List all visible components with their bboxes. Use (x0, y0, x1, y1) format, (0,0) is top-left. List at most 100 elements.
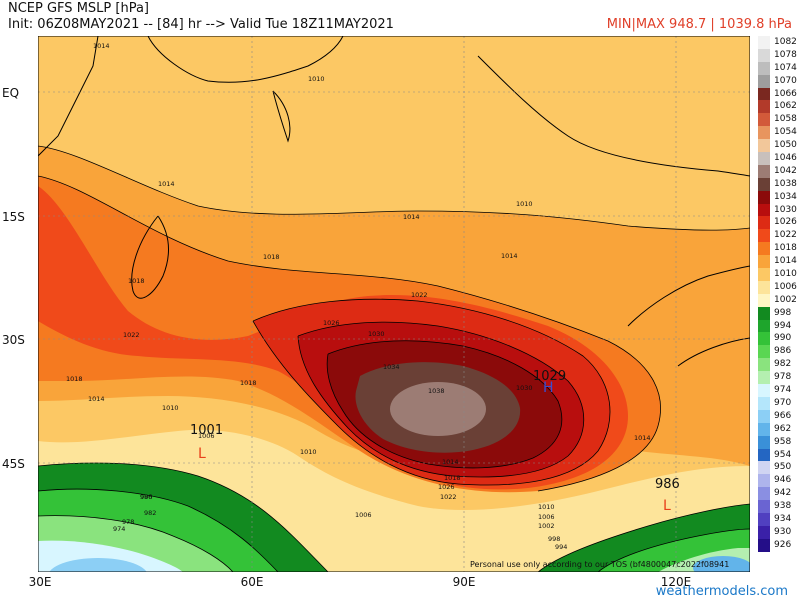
pressure-centers: 1029 H 1001 L 986 L (190, 369, 680, 514)
isobar-label: 1010 (300, 448, 317, 456)
legend-swatch (758, 487, 770, 501)
legend-row: 1066 (758, 87, 800, 101)
legend-swatch (758, 525, 770, 539)
legend-swatch (758, 74, 770, 88)
isobar-label: 1018 (263, 253, 280, 261)
legend-swatch (758, 409, 770, 423)
high-letter: H (543, 380, 554, 396)
low2-value: 986 (655, 477, 680, 492)
lat-label-15s: 15S (2, 210, 25, 224)
legend-label: 1046 (774, 153, 797, 164)
legend-label: 982 (774, 359, 792, 370)
legend-label: 1082 (774, 37, 797, 47)
legend-swatch (758, 306, 770, 320)
legend-row: 998 (758, 306, 800, 320)
legend-swatch (758, 87, 770, 101)
isobar-label: 1018 (240, 379, 257, 387)
isobar-label-set: 1014 1010 1014 1010 1014 1018 1014 1018 … (66, 42, 651, 551)
legend-label: 1062 (774, 101, 797, 112)
legend-swatch (758, 216, 770, 230)
lon-label-120e: 120E (660, 575, 692, 589)
isobar-label: 1014 (501, 252, 518, 260)
legend-row: 1078 (758, 48, 800, 62)
disclaimer: Personal use only according to our TOS (… (470, 560, 729, 569)
legend-label: 1010 (774, 269, 797, 280)
legend-row: 1046 (758, 152, 800, 165)
chart-title: NCEP GFS MSLP [hPa] (8, 1, 149, 16)
lat-label-eq: EQ (2, 86, 20, 100)
legend-row: 1002 (758, 293, 800, 307)
legend-row: 1022 (758, 229, 800, 243)
legend-swatch (758, 203, 770, 217)
isobar-label: 1014 (88, 395, 105, 403)
legend-label: 1070 (774, 75, 797, 86)
low2-letter: L (663, 498, 671, 514)
legend-swatch (758, 255, 770, 269)
legend-label: 1002 (774, 294, 797, 305)
isobar-label: 1014 (403, 213, 420, 221)
legend-row: 1054 (758, 126, 800, 140)
legend-swatch (758, 448, 770, 462)
legend-label: 934 (774, 513, 792, 524)
isobar-label: 1030 (516, 384, 533, 392)
legend-row: 958 (758, 435, 800, 449)
legend-swatch (758, 242, 770, 256)
legend-row: 986 (758, 345, 800, 359)
legend-row: 970 (758, 396, 800, 410)
legend-row: 974 (758, 384, 800, 397)
isobar-label: 1006 (538, 513, 555, 521)
legend-swatch (758, 396, 770, 410)
legend-row: 926 (758, 538, 800, 552)
high-value: 1029 (533, 369, 566, 384)
isobar-label: 1018 (66, 375, 83, 383)
isobar-label: 1034 (383, 363, 400, 371)
legend-label: 1014 (774, 256, 797, 267)
band-1042-center (390, 382, 486, 436)
legend-label: 950 (774, 462, 792, 473)
legend-row: 1034 (758, 190, 800, 204)
legend-swatch (758, 164, 770, 178)
legend-label: 974 (774, 385, 792, 396)
isobar-label: 1010 (308, 75, 325, 83)
isobar-label: 1014 (158, 180, 175, 188)
legend-swatch (758, 319, 770, 333)
legend-swatch (758, 280, 770, 294)
legend-label: 1030 (774, 204, 797, 215)
map-gridlines (38, 36, 750, 572)
isobar-label: 994 (555, 543, 567, 551)
legend-label: 1018 (774, 243, 797, 254)
legend-swatch (758, 371, 770, 385)
legend-label: 1078 (774, 49, 797, 60)
legend-swatch (758, 358, 770, 372)
legend-row: 1050 (758, 139, 800, 153)
low1-letter: L (198, 446, 206, 462)
isobar-label: 1010 (538, 503, 555, 511)
isobar-label: 1014 (634, 434, 651, 442)
legend-swatch (758, 512, 770, 526)
legend-row: 930 (758, 525, 800, 539)
isobar-label: 1026 (323, 319, 340, 327)
legend-row: 982 (758, 358, 800, 372)
legend-row: 1014 (758, 255, 800, 269)
isobar-label: 1018 (128, 277, 145, 285)
lon-label-30e: 30E (28, 575, 52, 589)
legend-label: 986 (774, 346, 792, 357)
legend-row: 966 (758, 409, 800, 423)
legend-row: 994 (758, 319, 800, 333)
isobar-label: 1014 (442, 458, 459, 466)
legend-row: 1082 (758, 36, 800, 49)
legend-swatch (758, 36, 770, 49)
legend-swatch (758, 345, 770, 359)
isobar-label: 1030 (368, 330, 385, 338)
legend-row: 1058 (758, 113, 800, 127)
isobar-label: 978 (122, 518, 134, 526)
legend-label: 938 (774, 501, 792, 512)
isobar-label: 982 (144, 509, 156, 517)
isobar-label: 1014 (93, 42, 110, 50)
legend-swatch (758, 332, 770, 346)
isobar-label: 1010 (516, 200, 533, 208)
legend-swatch (758, 474, 770, 488)
min-max-readout: MIN|MAX 948.7 | 1039.8 hPa (606, 17, 792, 32)
isobar-label: 998 (548, 535, 560, 543)
legend-label: 1022 (774, 230, 797, 241)
